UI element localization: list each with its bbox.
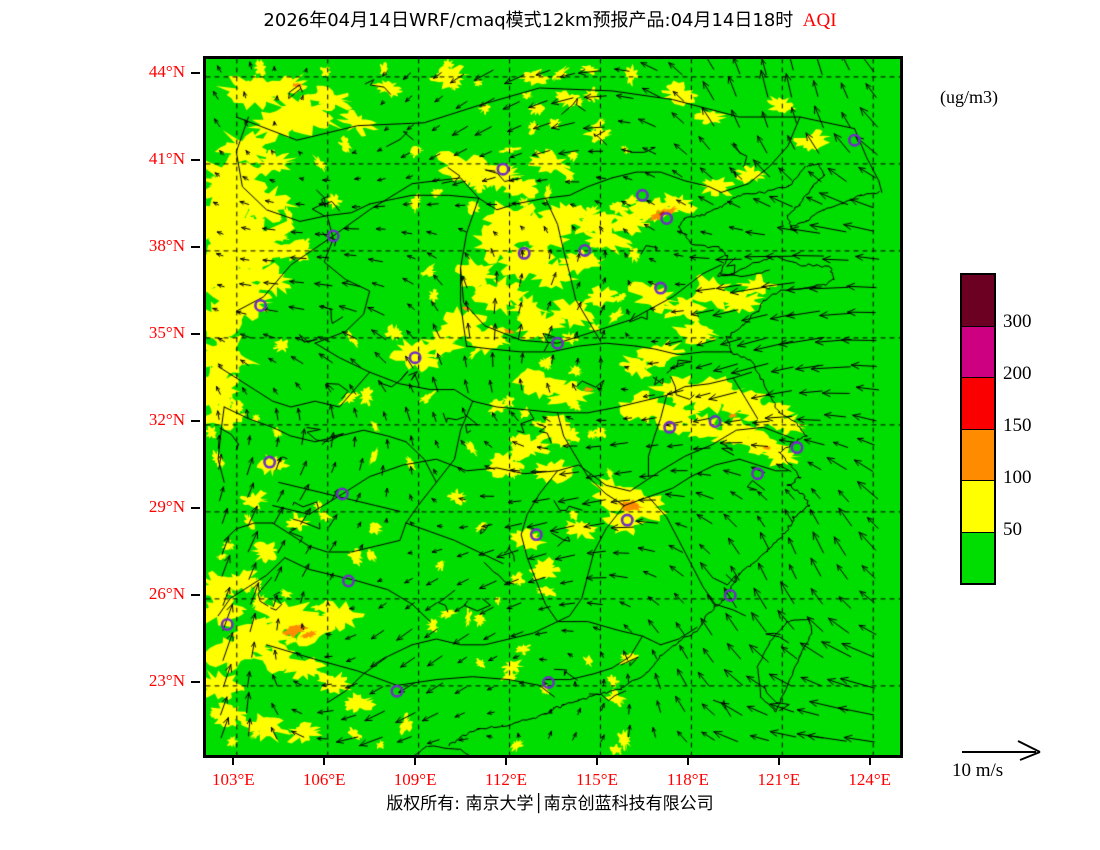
latitude-tick-mark [191, 72, 200, 75]
colorbar-tick-label: 300 [1003, 311, 1032, 332]
latitude-tick-mark [191, 159, 200, 162]
latitude-tick-label: 35°N [148, 323, 185, 343]
colorbar-band [962, 275, 994, 326]
longitude-tick-mark [777, 756, 780, 765]
longitude-tick-mark [595, 756, 598, 765]
map-plot-area[interactable] [203, 56, 903, 758]
longitude-tick-label: 121°E [757, 770, 801, 789]
colorbar-tick-label: 150 [1003, 415, 1032, 436]
latitude-tick-label: 41°N [148, 149, 185, 169]
longitude-tick-label: 106°E [302, 770, 346, 789]
longitude-tick-mark [505, 756, 508, 765]
colorbar-tick-label: 50 [1003, 519, 1022, 540]
latitude-tick-label: 32°N [148, 410, 185, 430]
longitude-tick-mark [232, 756, 235, 765]
colorbar-band [962, 480, 994, 532]
longitude-tick-mark [686, 756, 689, 765]
longitude-tick-label: 115°E [575, 770, 618, 789]
colorbar-band [962, 325, 994, 377]
longitude-tick-label: 109°E [393, 770, 437, 789]
longitude-tick-label: 124°E [848, 770, 892, 789]
longitude-tick-label: 112°E [485, 770, 528, 789]
latitude-tick-mark [191, 420, 200, 423]
aqi-contour-canvas [206, 59, 900, 755]
colorbar-unit-label: (ug/m3) [940, 87, 998, 107]
arrow-right-icon [962, 740, 1041, 761]
longitude-tick-mark [414, 756, 417, 765]
colorbar-band [962, 377, 994, 429]
aqi-colorbar[interactable] [960, 273, 996, 585]
latitude-tick-label: 29°N [148, 497, 185, 517]
latitude-tick-label: 23°N [148, 671, 185, 691]
wind-scale-legend: 10 m/s [952, 738, 1092, 788]
colorbar-tick-label: 100 [1003, 467, 1032, 488]
chart-title: 2026年04月14日WRF/cmaq模式12km预报产品:04月14日18时 … [0, 6, 1100, 32]
latitude-tick-mark [191, 246, 200, 249]
latitude-tick-mark [191, 507, 200, 510]
latitude-tick-label: 26°N [148, 584, 185, 604]
chart-title-main: 2026年04月14日WRF/cmaq模式12km预报产品:04月14日18时 [263, 10, 794, 31]
longitude-tick-label: 118°E [666, 770, 709, 789]
colorbar-band [962, 531, 994, 583]
latitude-tick-label: 44°N [148, 62, 185, 82]
wind-scale-label: 10 m/s [952, 760, 1004, 781]
longitude-tick-mark [868, 756, 871, 765]
latitude-tick-mark [191, 681, 200, 684]
chart-title-variable: AQI [802, 10, 837, 31]
latitude-tick-mark [191, 333, 200, 336]
colorbar-tick-label: 200 [1003, 363, 1032, 384]
copyright-footer: 版权所有: 南京大学│南京创蓝科技有限公司 [386, 794, 714, 814]
latitude-tick-label: 38°N [148, 236, 185, 256]
colorbar-band [962, 428, 994, 480]
longitude-tick-mark [323, 756, 326, 765]
longitude-tick-label: 103°E [211, 770, 255, 789]
latitude-tick-mark [191, 594, 200, 597]
